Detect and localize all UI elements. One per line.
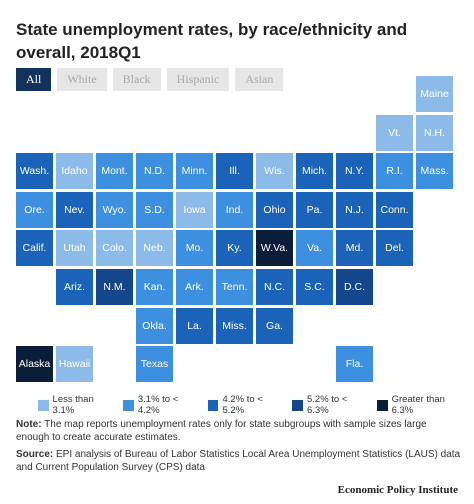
legend-item: 4.2% to < 5.2% <box>207 394 285 416</box>
state-tile: Ore. <box>16 191 53 228</box>
state-tile: Wash. <box>16 153 53 190</box>
legend-swatch <box>292 399 303 411</box>
state-tile: Vt. <box>376 114 413 151</box>
state-tile: Wis. <box>256 153 293 190</box>
state-tile: Pa. <box>296 191 333 228</box>
state-tile: D.C. <box>336 269 373 305</box>
legend-label: 4.2% to < 5.2% <box>222 394 263 416</box>
state-tile: Ill. <box>216 153 253 190</box>
legend-swatch <box>377 399 388 411</box>
state-tile: Md. <box>336 230 373 267</box>
title: State unemployment rates, by race/ethnic… <box>16 20 408 62</box>
state-tile: Wyo. <box>96 191 133 228</box>
state-tile: N.D. <box>136 153 173 190</box>
state-tile: Ariz. <box>56 269 93 305</box>
state-tile: Miss. <box>216 307 253 344</box>
legend-item: 5.2% to < 6.3% <box>292 394 369 416</box>
state-tile: Del. <box>376 230 413 267</box>
note: Note: The map reports unemployment rates… <box>16 418 461 444</box>
legend: Less than 3.1% 3.1% to < 4.2% 4.2% to < 5.… <box>38 394 474 416</box>
state-tile: Okla. <box>136 307 173 344</box>
state-tile: N.M. <box>96 269 133 305</box>
tab[interactable]: Black <box>112 68 161 91</box>
state-tile: Mont. <box>96 153 133 190</box>
state-tile: Fla. <box>336 346 373 383</box>
state-tile: Ohio <box>256 191 293 228</box>
legend-swatch <box>207 399 219 411</box>
state-tile: Ga. <box>256 307 293 344</box>
legend-item: Less than 3.1% <box>38 394 115 416</box>
source-text: EPI analysis of Bureau of Labor Statisti… <box>16 449 461 473</box>
state-tile: Mich. <box>296 153 333 190</box>
legend-item: 3.1% to < 4.2% <box>123 394 200 416</box>
tab[interactable]: Asian <box>235 68 284 91</box>
state-tile: Minn. <box>176 153 213 190</box>
state-tile: Idaho <box>56 153 93 190</box>
state-tile: Va. <box>296 230 333 267</box>
state-tile: Neb. <box>136 230 173 267</box>
legend-label: Greater than 6.3% <box>391 394 445 416</box>
legend-label: 5.2% to < 6.3% <box>307 394 348 416</box>
source: Source: EPI analysis of Bureau of Labor … <box>16 448 461 474</box>
state-tile: W.Va. <box>256 230 293 267</box>
state-tile: Texas <box>136 346 173 383</box>
state-tile: Hawaii <box>56 346 93 383</box>
state-tile: Nev. <box>56 191 93 228</box>
state-tile: R.I. <box>376 153 413 190</box>
state-tile: Maine <box>416 76 453 112</box>
state-tile: N.C. <box>256 269 293 305</box>
state-tile: Tenn. <box>216 269 253 305</box>
state-tile: Ky. <box>216 230 253 267</box>
state-tile: S.C. <box>296 269 333 305</box>
note-label: Note: <box>16 419 42 430</box>
tabs: All White Black Hispanic Asian <box>16 68 284 91</box>
legend-swatch <box>38 399 49 411</box>
state-tile: S.D. <box>136 191 173 228</box>
state-tile: Mo. <box>176 230 213 267</box>
state-tile: Colo. <box>96 230 133 267</box>
legend-label: 3.1% to < 4.2% <box>137 394 179 416</box>
legend-label: Less than 3.1% <box>52 394 94 416</box>
state-tile: N.H. <box>416 114 453 151</box>
legend-item: Greater than 6.3% <box>377 394 466 416</box>
tab[interactable]: All <box>16 68 52 91</box>
state-tile: Ind. <box>216 191 253 228</box>
state-tile: Calif. <box>16 230 53 267</box>
footer: Economic Policy Institute <box>337 484 458 496</box>
state-tile: Utah <box>56 230 93 267</box>
state-tile: Kan. <box>136 269 173 305</box>
tab[interactable]: White <box>57 68 107 91</box>
state-tile: Mass. <box>416 153 453 190</box>
tab[interactable]: Hispanic <box>166 68 230 91</box>
source-label: Source: <box>16 449 54 460</box>
state-tile: Alaska <box>16 346 53 383</box>
state-tile: N.Y. <box>336 153 373 190</box>
note-text: The map reports unemployment rates only … <box>16 419 427 443</box>
state-tile: N.J. <box>336 191 373 228</box>
state-tile: Ark. <box>176 269 213 305</box>
state-tile: Conn. <box>376 191 413 228</box>
legend-swatch <box>123 399 134 411</box>
state-tile: La. <box>176 307 213 344</box>
state-tile: Iowa <box>176 191 213 228</box>
